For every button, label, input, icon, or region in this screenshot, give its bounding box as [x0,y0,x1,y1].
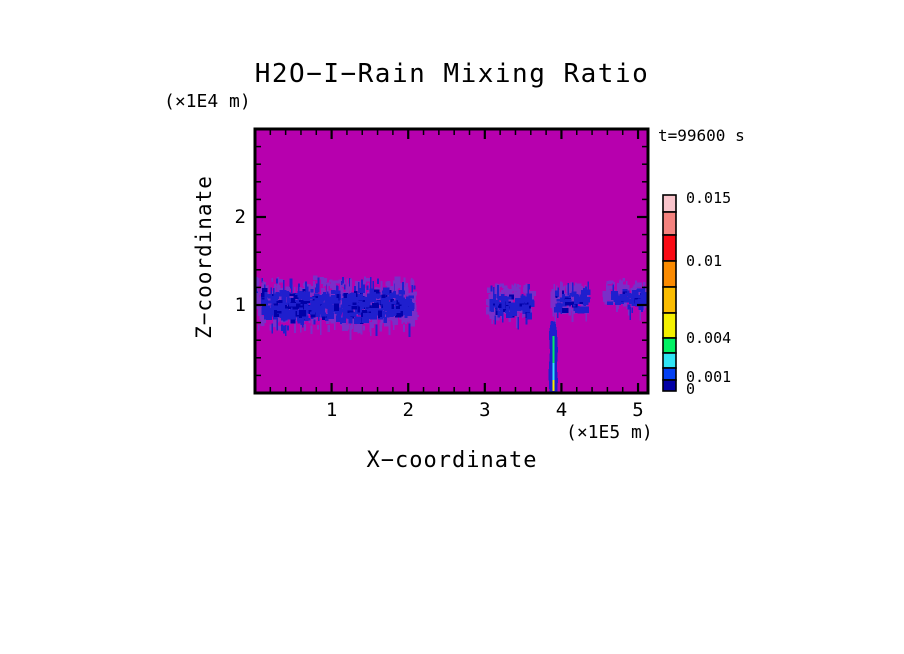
colorbar-segment [662,312,677,339]
y-tick-label: 1 [234,294,246,316]
x-tick-label: 3 [479,399,491,421]
colorbar-segment [662,352,677,369]
y-tick-label: 2 [234,206,246,228]
plot-border [253,127,650,395]
plot-field [255,129,648,393]
x-axis-title: X−coordinate [366,448,538,473]
y-axis-unit-label: (×1E4 m) [164,91,251,112]
colorbar-segment [662,234,677,262]
colorbar-segment [662,211,677,236]
colorbar-tick-label: 0 [686,380,696,398]
colorbar-segment [662,260,677,288]
colorbar-segment [662,337,677,354]
rain-features [256,275,647,340]
colorbar [662,194,677,392]
streak-core-segment [552,335,555,364]
colorbar-tick-label: 0.001 [686,368,732,386]
rain-patch-middle [486,283,536,330]
chart-title: H2O−I−Rain Mixing Ratio [254,59,650,89]
colorbar-segment [662,286,677,314]
colorbar-tick-label: 0.015 [686,189,732,207]
x-tick-label: 1 [325,399,338,421]
colorbar-tick-label: 0.01 [686,252,723,270]
time-stamp-label: t=99600 s [658,126,745,145]
rain-patch-right-edge [602,278,647,321]
streak-core-segment [552,363,555,380]
streak-core-segment [552,379,555,392]
colorbar-segment [662,194,677,213]
x-tick-label: 4 [555,399,568,421]
x-tick-label: 2 [402,399,414,421]
colorbar-tick-label: 0.004 [686,329,732,347]
precipitation-shaft [548,320,558,392]
x-tick-label: 5 [632,399,644,421]
x-axis-unit-label: (×1E5 m) [566,422,653,443]
rain-band-left [256,275,419,340]
axis-ticks [256,130,647,392]
rain-patch-over-streak [550,281,591,327]
colorbar-segment [662,367,677,381]
colorbar-segment [662,379,677,392]
